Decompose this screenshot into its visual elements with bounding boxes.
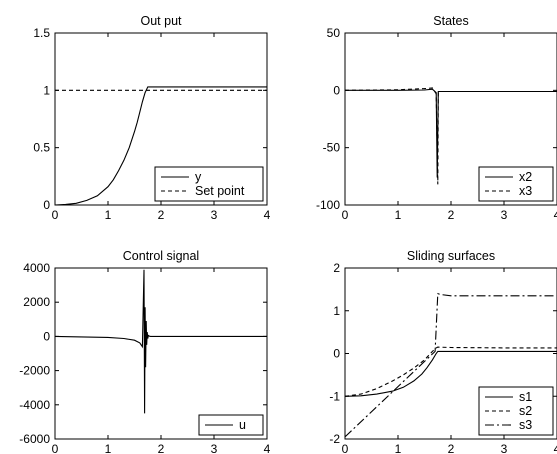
legend-label: x2 bbox=[519, 170, 532, 184]
series-line-s2 bbox=[345, 346, 557, 397]
series-line-x3 bbox=[345, 87, 557, 185]
legend-label: Set point bbox=[195, 184, 245, 198]
legend-box bbox=[478, 386, 554, 436]
legend-label: u bbox=[239, 418, 246, 432]
x-tick-label: 3 bbox=[211, 442, 218, 454]
y-tick-label: -4000 bbox=[19, 398, 50, 412]
x-tick-label: 1 bbox=[105, 442, 112, 454]
y-tick-label: -100 bbox=[316, 198, 340, 212]
legend-label: y bbox=[195, 170, 202, 184]
chart-title: States bbox=[433, 14, 468, 28]
y-tick-label: 1.5 bbox=[33, 26, 50, 40]
legend-label: s3 bbox=[519, 418, 532, 432]
y-tick-label: -2 bbox=[329, 432, 340, 446]
x-tick-label: 4 bbox=[554, 208, 557, 222]
y-tick-label: 0 bbox=[43, 198, 50, 212]
x-tick-label: 4 bbox=[554, 442, 557, 454]
x-tick-label: 0 bbox=[52, 442, 59, 454]
legend-box bbox=[478, 166, 554, 202]
y-tick-label: -2000 bbox=[19, 364, 50, 378]
x-tick-label: 3 bbox=[211, 208, 218, 222]
y-tick-label: 2 bbox=[333, 261, 340, 275]
x-tick-label: 2 bbox=[448, 442, 455, 454]
x-tick-label: 3 bbox=[501, 208, 508, 222]
series-line-x2 bbox=[345, 88, 557, 178]
x-tick-label: 2 bbox=[158, 442, 165, 454]
x-tick-label: 0 bbox=[342, 442, 349, 454]
x-tick-label: 2 bbox=[158, 208, 165, 222]
x-tick-label: 1 bbox=[105, 208, 112, 222]
series-line-s3 bbox=[345, 292, 557, 438]
y-tick-label: 2000 bbox=[23, 295, 50, 309]
y-tick-label: 0 bbox=[333, 83, 340, 97]
legend-label: s1 bbox=[519, 390, 532, 404]
y-tick-label: -50 bbox=[323, 141, 341, 155]
plot-frame bbox=[344, 32, 557, 206]
series-line-u bbox=[55, 269, 267, 414]
plot-frame bbox=[54, 32, 268, 206]
chart-title: Sliding surfaces bbox=[407, 249, 495, 263]
y-tick-label: 0 bbox=[43, 329, 50, 343]
plot-frame bbox=[344, 267, 557, 440]
x-tick-label: 3 bbox=[501, 442, 508, 454]
chart-title: Out put bbox=[141, 14, 183, 28]
y-tick-label: 1 bbox=[43, 83, 50, 97]
x-tick-label: 1 bbox=[395, 442, 402, 454]
y-tick-label: 4000 bbox=[23, 261, 50, 275]
x-tick-label: 0 bbox=[52, 208, 59, 222]
x-tick-label: 4 bbox=[264, 208, 271, 222]
y-tick-label: -6000 bbox=[19, 432, 50, 446]
series-line-s1 bbox=[345, 350, 557, 397]
y-tick-label: 50 bbox=[327, 26, 341, 40]
plot-frame bbox=[54, 267, 268, 440]
y-tick-label: -1 bbox=[329, 389, 340, 403]
legend-label: s2 bbox=[519, 404, 532, 418]
series-line-y bbox=[55, 86, 267, 205]
chart-title: Control signal bbox=[123, 249, 199, 263]
y-tick-label: 0.5 bbox=[33, 141, 50, 155]
legend-label: x3 bbox=[519, 184, 532, 198]
x-tick-label: 0 bbox=[342, 208, 349, 222]
y-tick-label: 0 bbox=[333, 347, 340, 361]
y-tick-label: 1 bbox=[333, 304, 340, 318]
x-tick-label: 2 bbox=[448, 208, 455, 222]
legend-box bbox=[154, 166, 264, 202]
x-tick-label: 4 bbox=[264, 442, 271, 454]
chart-panel-3: Control signal 0 1 2 3 4 -6000 -4000 -2000 0 2000 4… bbox=[19, 249, 270, 454]
x-tick-label: 1 bbox=[395, 208, 402, 222]
